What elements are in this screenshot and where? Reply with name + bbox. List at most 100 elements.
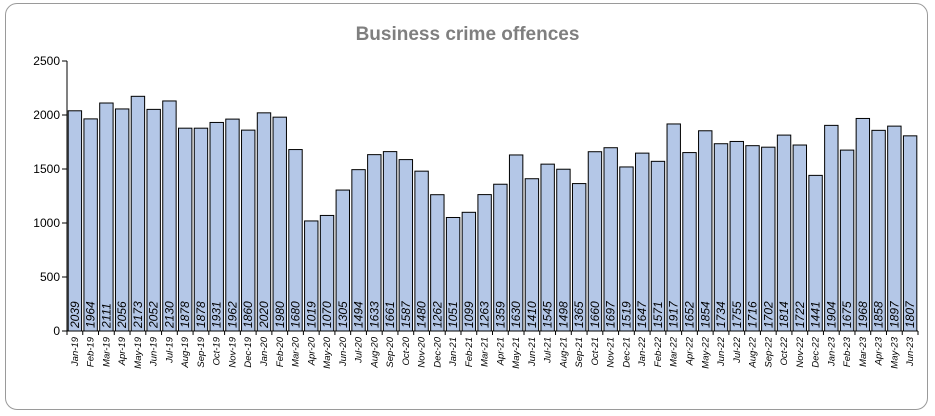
x-tick-label: Sep-21 bbox=[574, 337, 585, 368]
data-label: 1571 bbox=[651, 301, 665, 328]
x-tick-label: May-23 bbox=[889, 336, 900, 368]
data-label: 2056 bbox=[115, 301, 129, 329]
data-label: 1630 bbox=[509, 301, 523, 328]
x-tick-label: Apr-21 bbox=[495, 337, 506, 366]
data-label: 1878 bbox=[178, 301, 192, 328]
y-tick-label: 2500 bbox=[33, 54, 60, 68]
x-tick-label: Apr-19 bbox=[117, 336, 128, 366]
data-label: 1897 bbox=[887, 300, 901, 328]
bar bbox=[272, 116, 287, 332]
data-label: 1480 bbox=[415, 301, 429, 328]
x-tick-label: May-22 bbox=[700, 336, 711, 368]
x-tick-label: Jan-22 bbox=[637, 336, 648, 367]
chart-title: Business crime offences bbox=[355, 24, 580, 45]
data-label: 1931 bbox=[210, 301, 224, 328]
data-label: 1545 bbox=[541, 301, 555, 328]
data-label: 1587 bbox=[399, 300, 413, 328]
data-label: 1962 bbox=[225, 301, 239, 328]
x-tick-label: Dec-20 bbox=[432, 336, 443, 367]
x-tick-label: Jan-19 bbox=[70, 336, 81, 367]
data-label: 2111 bbox=[99, 303, 113, 329]
bars: 2039 1964 2111 2056 2173 2052 2130 1878 1878 1931… bbox=[67, 95, 918, 332]
data-label: 1660 bbox=[588, 301, 602, 328]
bar bbox=[67, 110, 83, 332]
x-tick-label: May-21 bbox=[511, 337, 522, 369]
data-label: 1968 bbox=[856, 301, 870, 328]
data-label: 1647 bbox=[635, 300, 649, 328]
bar bbox=[146, 108, 161, 332]
bar bbox=[83, 118, 98, 332]
x-tick-label: Nov-22 bbox=[795, 336, 806, 367]
bar bbox=[666, 123, 681, 332]
bar bbox=[824, 124, 839, 332]
bar bbox=[99, 102, 114, 332]
x-tick-label: Feb-23 bbox=[842, 336, 853, 367]
x-tick-label: Oct-21 bbox=[590, 337, 601, 366]
x-axis: Jan-19 Feb-19 Mar-19 Apr-19 May-19 Jun-19 Jul-… bbox=[66, 330, 919, 369]
x-tick-label: Jul-21 bbox=[543, 337, 554, 364]
data-label: 1680 bbox=[289, 301, 303, 328]
data-label: 1519 bbox=[619, 301, 633, 328]
x-tick-label: Mar-22 bbox=[669, 336, 680, 367]
data-label: 1019 bbox=[304, 301, 318, 328]
data-label: 1755 bbox=[730, 301, 744, 328]
x-tick-label: Aug-22 bbox=[748, 336, 759, 368]
data-label: 1697 bbox=[604, 300, 618, 328]
data-label: 1365 bbox=[572, 301, 586, 328]
data-label: 1305 bbox=[336, 301, 350, 328]
x-tick-label: Mar-19 bbox=[101, 336, 112, 367]
data-label: 1494 bbox=[352, 301, 366, 328]
x-tick-label: Jun-22 bbox=[716, 336, 727, 367]
bar bbox=[871, 129, 886, 332]
x-tick-label: Jul-22 bbox=[732, 336, 743, 364]
x-tick-label: Apr-20 bbox=[306, 336, 317, 366]
data-label: 1675 bbox=[840, 301, 854, 328]
x-tick-label: Jan-21 bbox=[448, 337, 459, 367]
data-label: 1716 bbox=[746, 301, 760, 328]
data-label: 1661 bbox=[383, 301, 397, 328]
x-tick-label: Apr-23 bbox=[874, 336, 885, 366]
x-tick-label: Nov-21 bbox=[606, 337, 617, 368]
x-tick-label: Oct-20 bbox=[401, 336, 412, 365]
x-tick-label: Jun-21 bbox=[527, 337, 538, 367]
data-label: 1359 bbox=[493, 301, 507, 328]
data-label: 2173 bbox=[131, 301, 145, 329]
data-label: 1070 bbox=[320, 301, 334, 328]
bar bbox=[209, 121, 224, 332]
y-tick-label: 0 bbox=[53, 324, 60, 338]
x-tick-label: Dec-19 bbox=[243, 336, 254, 367]
x-tick-label: Feb-22 bbox=[653, 336, 664, 367]
x-tick-label: May-19 bbox=[133, 336, 144, 368]
data-label: 2130 bbox=[162, 301, 176, 329]
x-tick-label: Feb-19 bbox=[86, 336, 97, 367]
x-tick-label: Jun-19 bbox=[149, 336, 160, 367]
data-label: 1878 bbox=[194, 301, 208, 328]
data-label: 1633 bbox=[367, 301, 381, 328]
bar bbox=[162, 100, 177, 332]
data-label: 1051 bbox=[446, 301, 460, 328]
data-label: 1262 bbox=[430, 301, 444, 328]
x-tick-label: Nov-19 bbox=[227, 336, 238, 367]
x-tick-label: Jul-20 bbox=[354, 336, 365, 364]
x-tick-label: Mar-20 bbox=[291, 336, 302, 367]
y-axis: 0 500 1000 1500 2000 2500 bbox=[33, 54, 68, 338]
data-label: 1860 bbox=[241, 301, 255, 328]
x-tick-label: Nov-20 bbox=[417, 336, 428, 367]
data-label: 1702 bbox=[761, 301, 775, 328]
x-tick-label: Feb-20 bbox=[275, 336, 286, 367]
data-label: 1498 bbox=[556, 301, 570, 328]
data-label: 1858 bbox=[872, 301, 886, 328]
data-label: 1441 bbox=[809, 301, 823, 328]
bar bbox=[178, 127, 193, 332]
bar bbox=[225, 118, 240, 332]
data-label: 1904 bbox=[824, 301, 838, 328]
data-label: 1917 bbox=[667, 300, 681, 328]
x-tick-label: Feb-21 bbox=[464, 337, 475, 367]
x-tick-label: Mar-23 bbox=[858, 336, 869, 367]
data-label: 2039 bbox=[68, 301, 82, 329]
y-tick-label: 500 bbox=[40, 270, 60, 284]
bar bbox=[256, 112, 272, 332]
bar bbox=[114, 108, 130, 332]
x-tick-label: Apr-22 bbox=[684, 336, 695, 366]
